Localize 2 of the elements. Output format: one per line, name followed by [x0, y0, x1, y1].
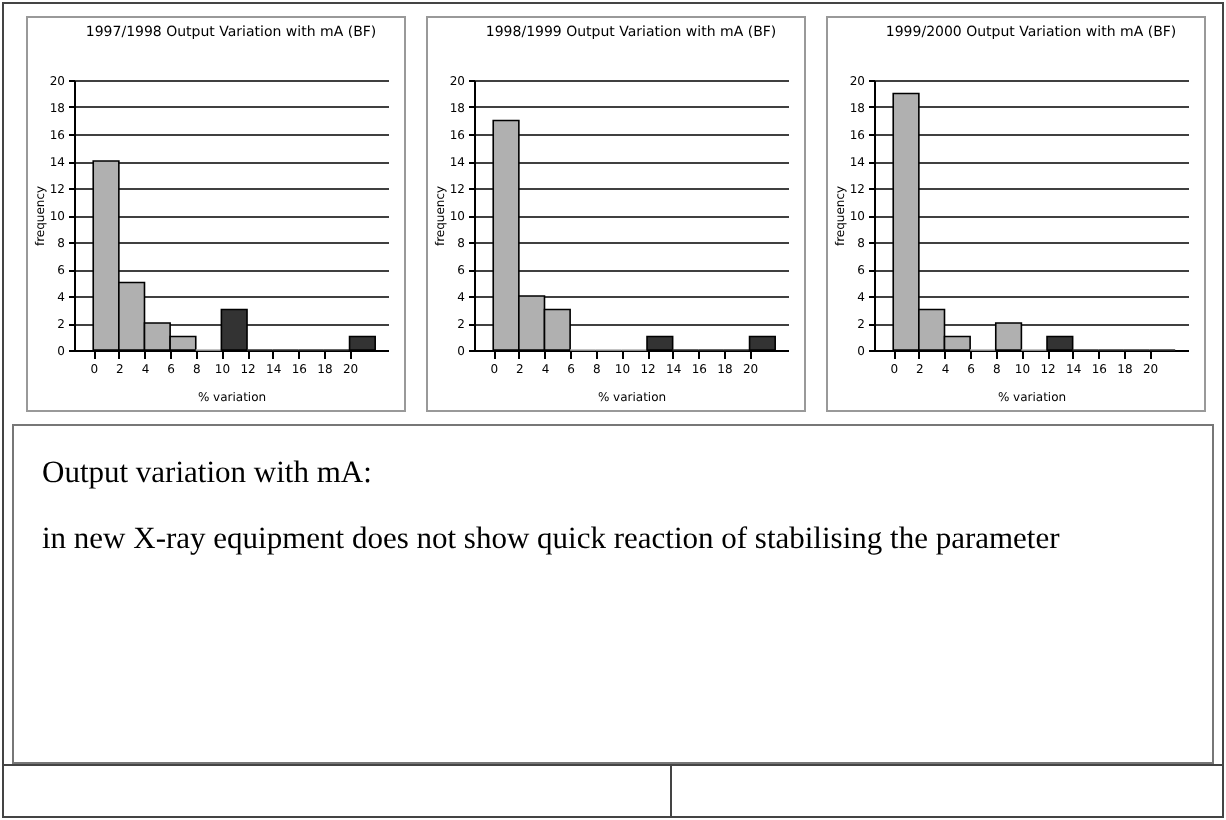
text: Output variation with mA: [42, 454, 374, 492]
text: in new X-ray equipment does not show quick reaction of stabilising the parameter [42, 520, 1062, 558]
